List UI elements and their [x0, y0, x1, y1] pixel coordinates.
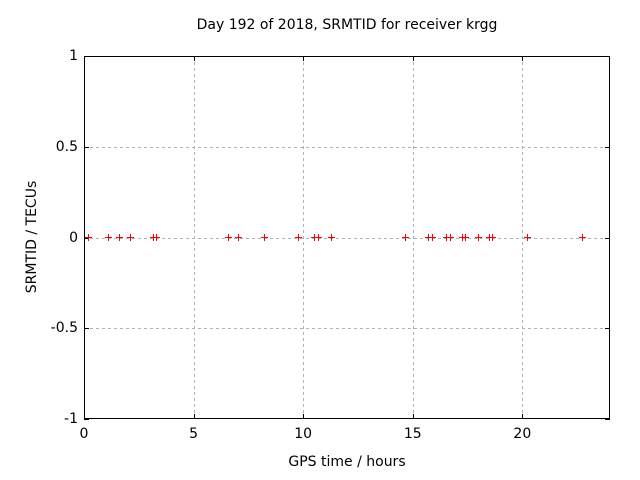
- data-point-marker: [115, 234, 123, 241]
- x-tick-bottom: [412, 414, 414, 419]
- data-point-marker: [310, 234, 318, 241]
- data-point-marker: [104, 234, 112, 241]
- y-tick-label: -0.5: [50, 320, 78, 337]
- y-tick-label: 0: [69, 229, 78, 246]
- data-point-marker: [446, 234, 454, 241]
- x-tick-bottom: [303, 414, 305, 419]
- x-tick-bottom: [193, 414, 195, 419]
- y-tick-right: [605, 56, 610, 57]
- x-tick-bottom: [522, 414, 524, 419]
- data-point-marker: [424, 234, 432, 241]
- data-point-marker: [315, 234, 322, 241]
- data-point-marker: [524, 234, 532, 241]
- data-point-marker: [84, 234, 92, 241]
- x-tick-top: [522, 56, 524, 61]
- y-gridline: [84, 146, 610, 148]
- data-point-marker: [461, 234, 469, 241]
- x-tick-label: 0: [79, 426, 89, 442]
- data-point-marker: [428, 234, 436, 241]
- x-tick-top: [303, 56, 305, 61]
- y-tick-left: [84, 56, 89, 57]
- x-tick-label: 20: [513, 426, 532, 442]
- y-tick-left: [84, 146, 89, 148]
- y-tick-left: [84, 328, 89, 330]
- data-point-marker: [401, 234, 409, 241]
- y-gridline: [84, 328, 610, 330]
- x-tick-label: 10: [294, 426, 313, 442]
- data-point-marker: [126, 234, 134, 241]
- x-tick-top: [193, 56, 195, 61]
- data-point-marker: [295, 234, 303, 241]
- data-point-marker: [225, 234, 233, 241]
- y-tick-left: [84, 237, 89, 239]
- data-point-marker: [235, 234, 242, 241]
- y-tick-right: [605, 419, 610, 420]
- x-tick-label: 5: [189, 426, 199, 442]
- y-tick-label: 1: [69, 48, 78, 64]
- data-point-marker: [152, 234, 160, 241]
- y-tick-label: 0.5: [55, 138, 78, 155]
- x-tick-label: 15: [403, 426, 422, 442]
- y-tick-right: [605, 237, 610, 239]
- chart-title: Day 192 of 2018, SRMTID for receiver krg…: [196, 17, 498, 33]
- y-tick-right: [605, 328, 610, 330]
- x-axis-label: GPS time / hours: [288, 454, 406, 470]
- x-tick-bottom: [84, 414, 85, 419]
- y-tick-right: [605, 146, 610, 148]
- y-tick-label: -1: [64, 411, 78, 427]
- data-point-marker: [475, 234, 482, 241]
- y-tick-left: [84, 419, 89, 420]
- data-point-marker: [579, 234, 587, 241]
- y-gridline: [84, 237, 610, 239]
- data-point-marker: [489, 234, 497, 241]
- data-point-marker: [328, 234, 336, 241]
- x-tick-top: [412, 56, 414, 61]
- x-tick-top: [84, 56, 85, 61]
- data-point-marker: [261, 234, 269, 241]
